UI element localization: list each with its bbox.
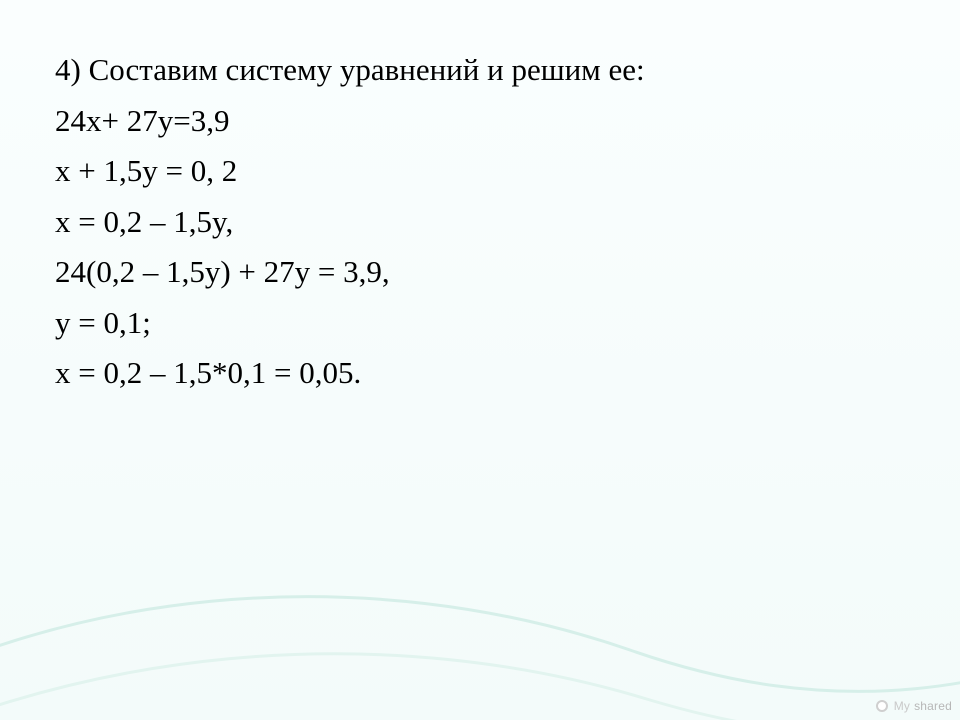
slide-text-block: 4) Составим систему уравнений и решим ее…: [55, 45, 905, 399]
equation-line: 24x+ 27y=3,9: [55, 96, 905, 147]
watermark-text-right: shared: [914, 699, 952, 713]
watermark-dot-icon: [874, 698, 890, 714]
equation-line: x + 1,5y = 0, 2: [55, 146, 905, 197]
watermark-text-left: My: [894, 699, 910, 713]
watermark: My shared: [874, 698, 952, 714]
equation-line: y = 0,1;: [55, 298, 905, 349]
equation-line: x = 0,2 – 1,5y,: [55, 197, 905, 248]
equation-line: 24(0,2 – 1,5y) + 27y = 3,9,: [55, 247, 905, 298]
slide-heading: 4) Составим систему уравнений и решим ее…: [55, 45, 905, 96]
slide: 4) Составим систему уравнений и решим ее…: [0, 0, 960, 720]
equation-line: x = 0,2 – 1,5*0,1 = 0,05.: [55, 348, 905, 399]
